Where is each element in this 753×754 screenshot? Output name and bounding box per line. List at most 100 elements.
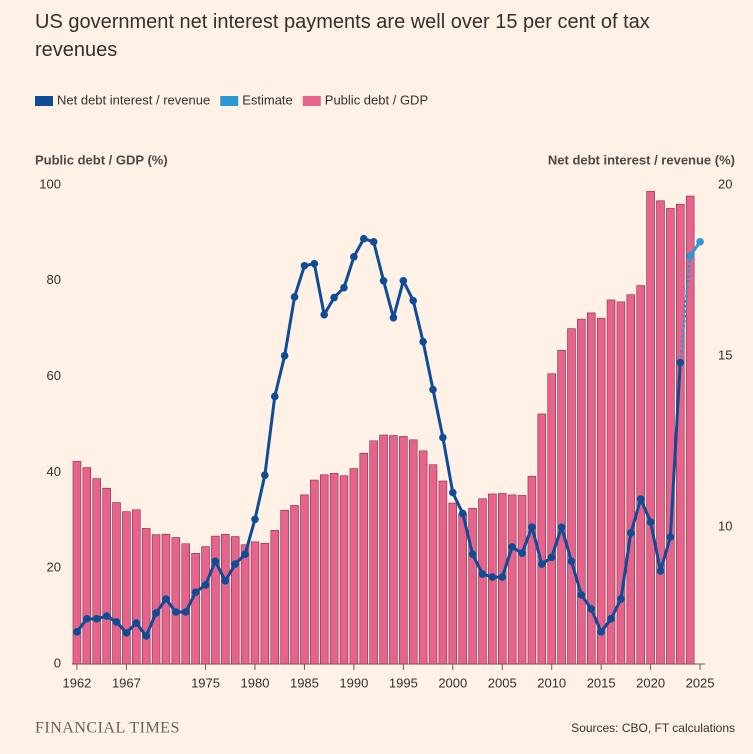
bar	[270, 530, 280, 665]
x-tick-label: 1995	[389, 675, 418, 690]
bar	[438, 480, 448, 665]
bar	[102, 487, 111, 665]
bar	[349, 468, 359, 665]
point	[439, 433, 447, 442]
bar	[547, 373, 556, 665]
point	[666, 533, 675, 541]
point	[261, 471, 269, 479]
bar	[379, 434, 388, 665]
bar	[408, 439, 418, 665]
chart-title: US government net interest payments are …	[35, 11, 650, 61]
point	[468, 550, 477, 558]
bar	[329, 473, 339, 665]
point	[320, 310, 329, 319]
bar	[468, 508, 477, 665]
point	[231, 560, 239, 568]
point	[448, 488, 457, 497]
point	[83, 615, 91, 623]
bar	[616, 301, 626, 665]
bar	[596, 317, 606, 665]
bar	[656, 200, 665, 665]
point	[587, 605, 596, 613]
bar	[458, 513, 467, 665]
point	[597, 628, 605, 636]
bar	[359, 452, 369, 665]
bar	[587, 312, 596, 665]
point	[518, 549, 526, 557]
point	[567, 557, 576, 566]
bar	[428, 464, 438, 665]
point	[102, 612, 111, 620]
y-tick-label: 40	[47, 464, 61, 479]
point	[676, 358, 685, 367]
legend-swatch	[220, 96, 239, 106]
bar	[92, 478, 101, 665]
bar	[557, 349, 566, 665]
bar	[112, 502, 121, 665]
point	[646, 518, 655, 526]
x-tick-label: 1980	[241, 675, 270, 690]
point	[330, 293, 338, 302]
y-tick-label: 0	[54, 655, 61, 670]
point	[389, 313, 398, 322]
point	[478, 570, 487, 578]
bar	[399, 436, 408, 665]
point	[172, 608, 180, 616]
bar	[250, 541, 260, 665]
point	[409, 296, 418, 305]
bar	[369, 440, 378, 665]
point	[686, 252, 694, 260]
point	[270, 392, 279, 401]
point	[132, 619, 141, 627]
x-tick-label: 2020	[636, 675, 665, 690]
bar	[171, 537, 181, 665]
bar	[132, 509, 141, 665]
x-tick-label: 1975	[191, 675, 220, 690]
point	[557, 523, 566, 531]
point	[379, 277, 388, 285]
legend-label: Estimate	[242, 92, 293, 107]
point	[528, 523, 536, 531]
point	[419, 337, 427, 346]
bar	[201, 546, 210, 665]
x-tick-label: 2015	[587, 675, 616, 690]
bar	[141, 528, 151, 665]
point	[498, 573, 507, 581]
point	[617, 595, 625, 603]
point	[191, 588, 200, 596]
point	[577, 591, 586, 599]
bar	[280, 509, 289, 665]
bar	[577, 318, 586, 665]
brand: FINANCIAL TIMES	[35, 720, 180, 737]
bar	[606, 299, 616, 665]
point	[359, 234, 368, 243]
point	[508, 543, 516, 551]
point	[627, 529, 635, 537]
bar	[230, 536, 240, 665]
point	[538, 560, 546, 568]
bar	[507, 494, 517, 665]
y2-tick-label: 10	[718, 519, 732, 534]
bar	[319, 474, 329, 665]
bar	[666, 208, 675, 665]
bar	[260, 542, 270, 665]
estimate-connector	[679, 255, 692, 363]
bar	[191, 553, 200, 665]
point	[458, 509, 467, 518]
point	[162, 595, 170, 603]
bar	[567, 328, 576, 665]
bar	[310, 479, 319, 665]
point	[656, 567, 665, 575]
bar	[685, 195, 695, 665]
y-tick-label: 20	[47, 560, 61, 575]
point	[547, 553, 556, 562]
point	[369, 237, 378, 246]
y-axis-title: Public debt / GDP (%)	[35, 152, 168, 167]
legend-label: Public debt / GDP	[325, 92, 428, 107]
x-tick-label: 1985	[290, 675, 319, 690]
bar	[448, 502, 458, 665]
bar	[122, 511, 131, 665]
x-tick-label: 2005	[488, 675, 517, 690]
